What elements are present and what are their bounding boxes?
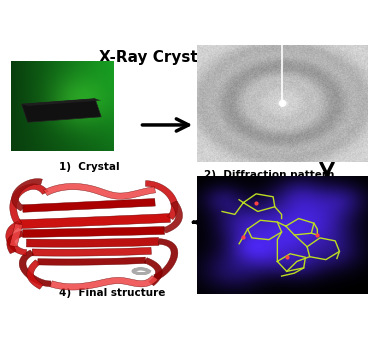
- Polygon shape: [19, 214, 170, 229]
- Polygon shape: [32, 247, 152, 256]
- Polygon shape: [19, 250, 51, 287]
- Text: 2)  Diffraction pattern: 2) Diffraction pattern: [204, 170, 335, 180]
- Polygon shape: [146, 180, 178, 220]
- Polygon shape: [43, 183, 156, 199]
- Text: 4)  Final structure: 4) Final structure: [59, 288, 165, 298]
- Polygon shape: [27, 260, 43, 289]
- Text: 3)  Electron density map: 3) Electron density map: [204, 272, 349, 282]
- Polygon shape: [23, 226, 164, 237]
- Polygon shape: [6, 222, 27, 255]
- Polygon shape: [22, 199, 155, 212]
- Polygon shape: [163, 201, 183, 233]
- Polygon shape: [22, 99, 101, 122]
- Polygon shape: [9, 224, 23, 247]
- Polygon shape: [26, 237, 159, 247]
- Polygon shape: [50, 276, 158, 290]
- Text: X-Ray Crystallography: X-Ray Crystallography: [99, 49, 289, 64]
- Polygon shape: [144, 258, 162, 286]
- Polygon shape: [22, 99, 101, 106]
- Polygon shape: [12, 179, 42, 211]
- Text: 1)  Crystal: 1) Crystal: [59, 162, 119, 172]
- Polygon shape: [7, 231, 23, 254]
- Polygon shape: [38, 257, 146, 265]
- Polygon shape: [10, 184, 48, 226]
- Polygon shape: [154, 239, 178, 280]
